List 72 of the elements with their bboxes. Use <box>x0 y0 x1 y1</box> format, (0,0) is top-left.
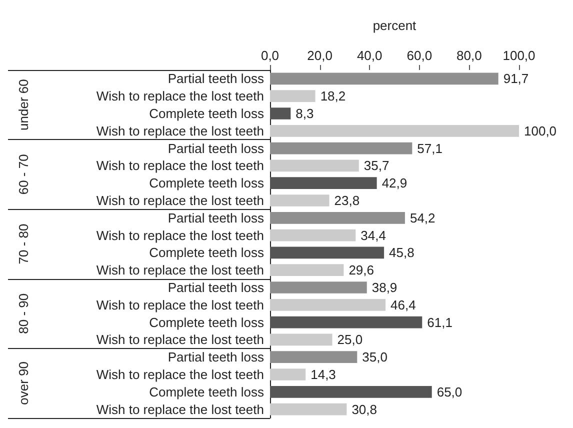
x-tick-label: 20,0 <box>307 48 332 63</box>
data-label: 8,3 <box>296 106 314 121</box>
bar <box>270 246 384 259</box>
data-label: 65,0 <box>436 384 462 400</box>
y-tick-label: Wish to replace the lost teeth <box>96 158 264 174</box>
data-label: 35,7 <box>364 158 390 174</box>
x-tick-label: 40,0 <box>356 48 382 63</box>
data-label: 45,8 <box>389 245 414 260</box>
data-label: 35,0 <box>362 350 388 365</box>
bar <box>270 229 356 242</box>
text: 70 - 80 <box>16 224 31 264</box>
bar <box>270 282 367 294</box>
data-label: 100,0 <box>524 123 557 138</box>
data-label: 14,3 <box>310 367 336 382</box>
text: 60 - 70 <box>16 154 31 195</box>
y-tick-label: Partial teeth loss <box>168 280 264 295</box>
text: 80 - 90 <box>16 293 31 334</box>
bar <box>270 194 330 206</box>
y-tick-label: Partial teeth loss <box>168 210 264 226</box>
bar <box>270 351 358 364</box>
bar <box>270 264 344 276</box>
data-label: 42,9 <box>382 176 408 191</box>
bar <box>270 386 432 398</box>
data-label: 25,0 <box>337 332 363 348</box>
y-tick-label: Complete teeth loss <box>149 106 264 121</box>
y-tick-label: Complete teeth loss <box>149 314 264 330</box>
x-tick-label: 100,0 <box>502 48 536 63</box>
data-label: 30,8 <box>352 402 378 417</box>
bar <box>270 212 405 224</box>
text: under 60 <box>16 79 31 130</box>
x-tick-label: 0,0 <box>260 48 280 63</box>
bar <box>270 108 291 120</box>
x-axis-title: percent <box>372 18 417 33</box>
y-tick-label: Wish to replace the lost teeth <box>96 228 264 243</box>
bar <box>270 334 332 346</box>
y-tick-label: Wish to replace the lost teeth <box>96 332 264 348</box>
y-tick-label: Partial teeth loss <box>168 140 264 156</box>
y-tick-label: Complete teeth loss <box>149 384 264 400</box>
bar <box>270 177 377 190</box>
data-label: 46,4 <box>390 297 416 312</box>
y-tick-label: Wish to replace the lost teeth <box>96 262 264 278</box>
y-tick-label: Wish to replace the lost teeth <box>96 88 264 104</box>
y-tick-label: Wish to replace the lost teeth <box>96 297 264 312</box>
data-label: 29,6 <box>348 262 374 278</box>
y-tick-label: Wish to replace the lost teeth <box>96 193 264 208</box>
bar <box>270 316 422 328</box>
bar <box>270 160 359 172</box>
bar <box>270 124 519 137</box>
data-label: 38,9 <box>372 280 398 295</box>
data-label: 23,8 <box>334 193 360 208</box>
data-label: 54,2 <box>410 210 436 226</box>
y-tick-label: Partial teeth loss <box>168 350 264 365</box>
data-label: 91,7 <box>503 71 529 86</box>
y-tick-label: Partial teeth loss <box>168 71 264 86</box>
bar <box>270 368 306 380</box>
text: over 90 <box>16 362 31 405</box>
y-tick-label: Complete teeth loss <box>149 176 264 191</box>
y-tick-label: Complete teeth loss <box>149 245 264 260</box>
bar <box>270 403 347 416</box>
y-tick-label: Wish to replace the lost teeth <box>96 367 264 382</box>
bar <box>270 72 498 85</box>
bar <box>270 90 316 102</box>
bar <box>270 142 412 154</box>
data-label: 18,2 <box>320 88 346 104</box>
y-tick-label: Wish to replace the lost teeth <box>96 402 264 417</box>
x-tick-label: 80,0 <box>456 48 482 63</box>
data-label: 34,4 <box>360 228 386 243</box>
y-tick-label: Wish to replace the lost teeth <box>96 123 264 138</box>
x-tick-label: 60,0 <box>406 48 432 63</box>
bar <box>270 298 386 311</box>
data-label: 57,1 <box>417 140 442 156</box>
data-label: 61,1 <box>427 314 452 330</box>
